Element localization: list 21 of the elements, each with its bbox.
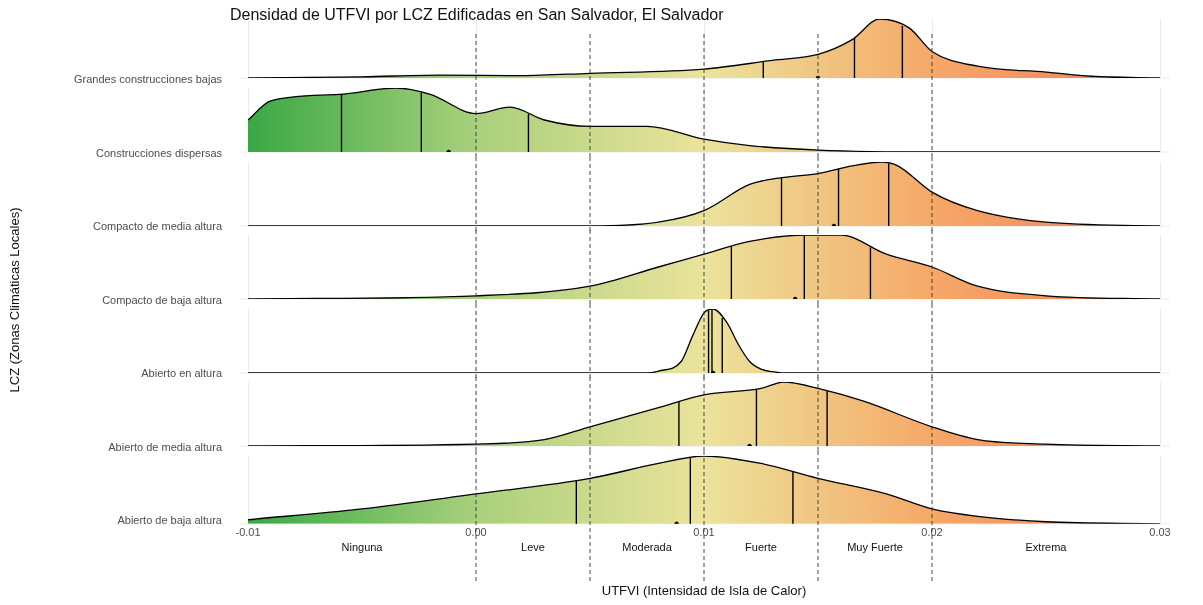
text: Moderada: [622, 540, 673, 553]
text: Extrema: [1025, 540, 1068, 553]
y-axis-title: Abierto en altura: [141, 367, 222, 379]
y-axis-title: Abierto de media altura: [108, 440, 222, 453]
x-tick-label: 0.02: [921, 525, 943, 538]
text: Leve: [521, 540, 545, 553]
y-axis-title: Compacto de baja altura: [102, 293, 222, 306]
y-axis-title: Construcciones dispersas: [96, 146, 222, 159]
x-axis-title: UTFVI (Intensidad de Isla de Calor): [601, 582, 807, 598]
x-tick-label: 0.03: [1149, 525, 1171, 538]
x-tick-label: 0.01: [693, 525, 715, 538]
text: Fuerte: [745, 540, 777, 553]
text: LCZ (Zonas Climáticas Locales): [6, 207, 22, 393]
x-tick-label: -0.01: [235, 525, 261, 538]
chart-title: Densidad de UTFVI por LCZ Edificadas en San Salvador, El Salvador: [230, 6, 724, 24]
y-axis-title: Grandes construcciones bajas: [74, 73, 222, 85]
x-tick-label: 0.00: [465, 525, 487, 538]
text: Ninguna: [341, 540, 384, 553]
y-axis-title: Abierto de baja altura: [117, 514, 222, 526]
text: Muy Fuerte: [847, 540, 903, 553]
y-axis-title: Compacto de media altura: [92, 220, 222, 232]
